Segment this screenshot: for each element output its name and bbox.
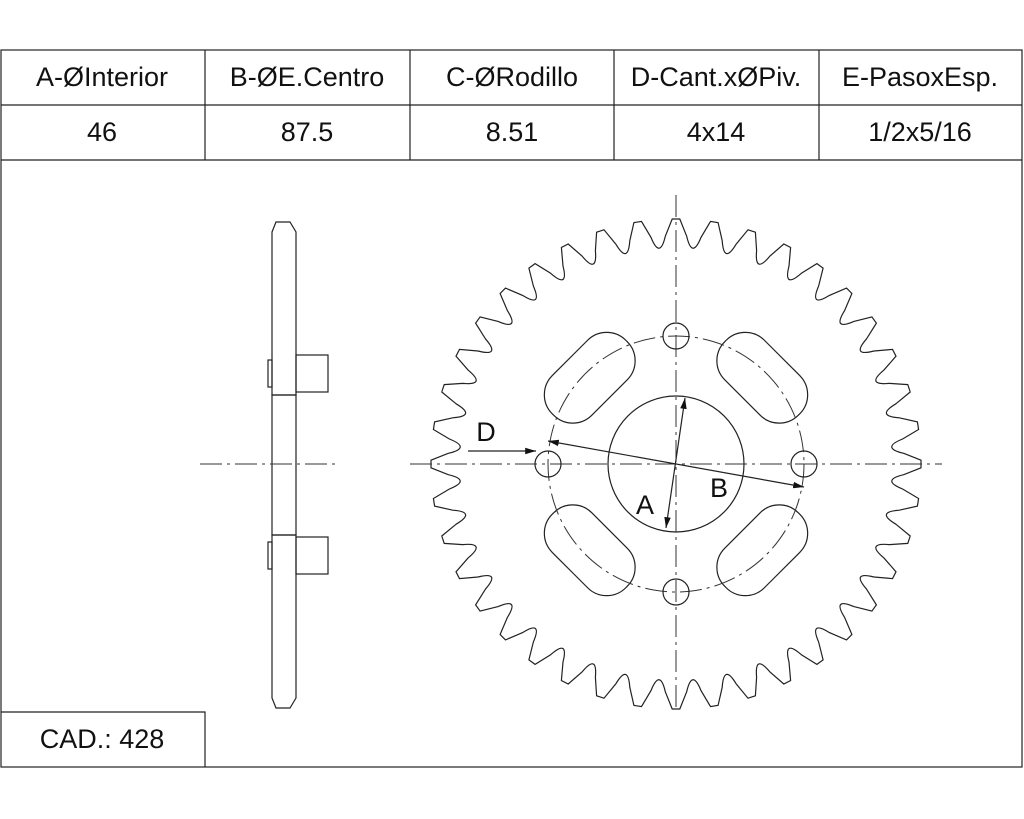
- value-cell: 1/2x5/16: [868, 117, 972, 147]
- sprocket-teeth: [430, 218, 922, 710]
- dimension-label: D: [476, 417, 496, 447]
- header-cell: D-Cant.xØPiv.: [631, 62, 802, 92]
- header-cell: A-ØInterior: [36, 62, 168, 92]
- frame: [0, 49, 1023, 768]
- lightening-window: [716, 504, 809, 597]
- header-cell: E-PasoxEsp.: [842, 62, 998, 92]
- lightening-window: [716, 331, 809, 424]
- side-view: [200, 221, 335, 709]
- lightening-window: [543, 504, 636, 597]
- header-cell: C-ØRodillo: [446, 62, 578, 92]
- dimension-label: A: [636, 490, 654, 520]
- front-view: D B A: [410, 195, 942, 712]
- value-cell: 4x14: [687, 117, 746, 147]
- cad-label: CAD.: 428: [40, 724, 165, 754]
- value-cell: 46: [87, 117, 117, 147]
- header-cell: B-ØE.Centro: [230, 62, 385, 92]
- value-cell: 8.51: [486, 117, 539, 147]
- lightening-window: [543, 331, 636, 424]
- value-cell: 87.5: [281, 117, 334, 147]
- dimension-label: B: [710, 473, 728, 503]
- spec-table: A-ØInterior B-ØE.Centro C-ØRodillo D-Can…: [36, 62, 998, 147]
